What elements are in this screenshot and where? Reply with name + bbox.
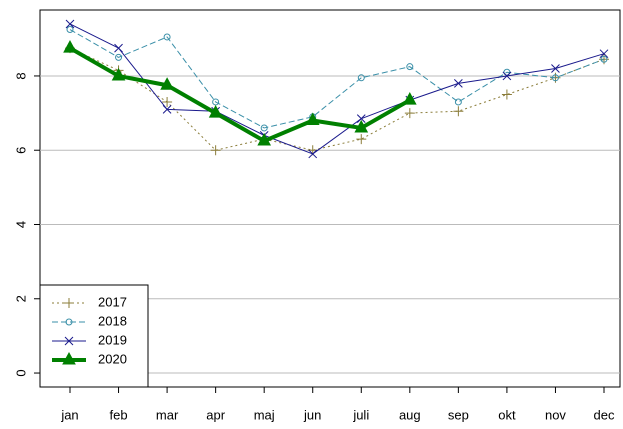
legend-label: 2017 (98, 294, 127, 309)
data-point (551, 64, 560, 73)
x-tick-label: mar (156, 407, 179, 422)
data-point (503, 68, 511, 76)
legend: 2017 2018 2019 2020 (39, 284, 149, 388)
data-point (114, 43, 123, 53)
x-tick-label: maj (254, 407, 275, 422)
data-point (453, 106, 464, 117)
x-tick-label: apr (206, 407, 225, 422)
y-tick-label: 6 (13, 147, 28, 154)
series-line (69, 47, 605, 151)
data-point (357, 74, 365, 82)
y-tick-label: 2 (13, 295, 28, 302)
data-point (454, 98, 462, 106)
data-point (115, 53, 123, 61)
legend-marker (64, 336, 74, 346)
x-tick-label: sep (448, 407, 469, 422)
legend-label: 2020 (98, 351, 127, 366)
legend-marker (65, 318, 73, 326)
data-point (406, 63, 414, 71)
data-point (356, 134, 367, 145)
data-point (63, 40, 77, 53)
data-point (163, 33, 171, 41)
data-point (501, 89, 512, 100)
data-point (308, 149, 318, 159)
x-tick-label: juli (352, 407, 369, 422)
data-point (260, 124, 268, 132)
legend-box (39, 284, 149, 388)
data-point (354, 119, 369, 133)
series-line (69, 29, 605, 129)
data-point (502, 71, 512, 81)
data-point (111, 67, 126, 81)
data-point (162, 96, 173, 107)
data-point (257, 132, 272, 146)
legend-label: 2019 (98, 332, 127, 347)
data-point (66, 26, 74, 34)
data-point (599, 49, 609, 59)
y-tick-label: 8 (13, 72, 28, 79)
x-tick-label: dec (594, 407, 615, 422)
legend-label: 2018 (98, 313, 127, 328)
data-point (356, 114, 366, 124)
data-point (402, 92, 417, 105)
data-point (65, 19, 75, 29)
data-point (454, 79, 463, 88)
data-point (404, 108, 415, 119)
y-tick-label: 0 (13, 369, 28, 376)
data-point (208, 105, 223, 118)
legend-marker (62, 351, 76, 365)
data-point (212, 98, 220, 106)
x-tick-label: jan (60, 407, 78, 422)
data-point (162, 105, 172, 114)
plot-frame (39, 9, 621, 388)
legend-marker (64, 298, 74, 308)
series-line (69, 23, 605, 155)
data-point (160, 77, 174, 90)
data-point (305, 112, 320, 126)
x-tick-label: aug (399, 407, 421, 422)
data-point (210, 145, 221, 156)
data-point (600, 55, 608, 63)
x-tick-label: jun (303, 407, 321, 422)
x-tick-label: feb (110, 407, 128, 422)
x-tick-label: nov (545, 407, 566, 422)
x-tick-label: okt (498, 407, 516, 422)
y-tick-label: 4 (13, 221, 28, 228)
data-point (551, 74, 559, 82)
series-line (69, 46, 411, 143)
